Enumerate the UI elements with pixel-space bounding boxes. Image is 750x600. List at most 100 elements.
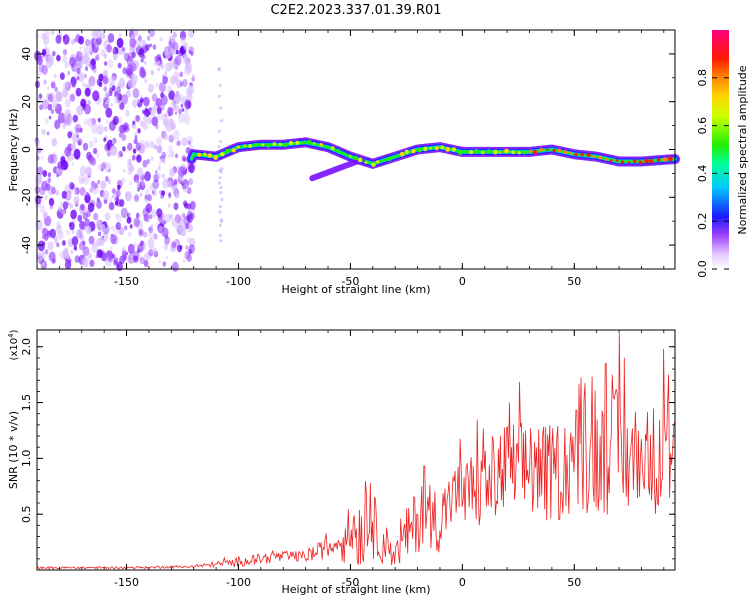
x-tick-label: -50 [341, 576, 359, 589]
signal-bead [440, 145, 445, 150]
noise-blob [175, 141, 179, 147]
noise-blob [45, 183, 51, 191]
noise-blob [152, 247, 158, 255]
noise-blob [79, 204, 86, 215]
noise-blob [104, 91, 110, 99]
signal-bead [243, 144, 247, 147]
noise-blob [93, 212, 99, 221]
signal-bead [504, 148, 509, 154]
signal-bead [493, 149, 498, 155]
signal-bead [632, 159, 637, 164]
noise-blob [108, 90, 113, 97]
signal-bead [302, 141, 306, 145]
noise-blob [56, 220, 61, 227]
noise-blob [173, 93, 181, 104]
noise-blob [60, 159, 68, 171]
noise-blob [182, 259, 186, 264]
noise-blob [47, 241, 54, 251]
noise-blob [155, 97, 162, 108]
noise-blob [147, 194, 153, 202]
noise-region [34, 27, 224, 272]
noise-blob [118, 101, 125, 111]
noise-blob [131, 74, 138, 84]
noise-blob [189, 50, 192, 54]
signal-bead [336, 149, 341, 154]
noise-blob [219, 140, 223, 144]
noise-blob [55, 91, 63, 102]
noise-blob [132, 250, 140, 261]
noise-blob [52, 258, 56, 264]
noise-blob [46, 92, 52, 100]
noise-blob [88, 235, 95, 245]
noise-blob [136, 154, 142, 163]
signal-bead [197, 152, 202, 157]
noise-blob [219, 239, 223, 243]
noise-blob [69, 93, 76, 102]
noise-blob [156, 136, 163, 146]
noise-blob [154, 55, 159, 62]
noise-blob [88, 155, 95, 165]
noise-blob [64, 114, 69, 121]
noise-blob [52, 100, 58, 109]
noise-blob [163, 118, 169, 127]
noise-blob [217, 181, 222, 185]
signal-bead [278, 142, 283, 147]
signal-bead [203, 152, 207, 157]
noise-blob [55, 34, 62, 45]
noise-blob [149, 28, 155, 37]
spectrogram-y-label: Frequency (Hz) [7, 109, 20, 192]
noise-blob [136, 167, 144, 178]
noise-blob [139, 97, 144, 103]
noise-blob [138, 143, 146, 154]
signal-bead [517, 151, 521, 155]
noise-blob [130, 34, 134, 40]
noise-blob [56, 54, 61, 62]
noise-blob [127, 211, 132, 218]
noise-blob [111, 85, 116, 92]
noise-blob [218, 210, 222, 214]
noise-blob [147, 238, 155, 249]
noise-blob [140, 120, 145, 127]
noise-blob [220, 119, 224, 123]
x-tick-label: 0 [459, 275, 466, 288]
noise-blob [120, 207, 128, 219]
noise-blob [172, 49, 177, 56]
noise-blob [102, 190, 110, 201]
signal-bead [272, 142, 277, 146]
noise-blob [139, 181, 146, 191]
noise-blob [35, 194, 42, 205]
noise-blob [77, 214, 83, 223]
noise-blob [79, 220, 86, 230]
noise-blob [93, 147, 98, 155]
noise-blob [220, 197, 224, 202]
noise-blob [179, 245, 183, 250]
signal-bead [474, 149, 479, 154]
signal-bead [376, 160, 380, 164]
signal-bead [295, 140, 300, 145]
noise-blob [188, 29, 195, 38]
noise-blob [175, 224, 180, 232]
noise-blob [94, 183, 99, 189]
noise-blob [134, 194, 139, 202]
signal-bead [306, 140, 312, 145]
noise-blob [44, 215, 52, 227]
noise-blob [48, 197, 55, 207]
signal-bead [411, 149, 416, 154]
noise-blob [82, 142, 89, 151]
noise-blob [84, 104, 91, 115]
noise-blob [67, 119, 73, 127]
noise-blob [162, 178, 170, 189]
noise-blob [62, 34, 70, 45]
noise-blob [127, 243, 135, 255]
noise-blob [186, 135, 194, 146]
signal-bead [382, 158, 386, 161]
snr-x-label: Height of straight line (km) [281, 583, 430, 596]
noise-blob [64, 146, 72, 157]
noise-blob [188, 244, 195, 254]
noise-blob [85, 253, 91, 262]
noise-blob [97, 117, 101, 123]
noise-blob [122, 146, 126, 152]
signal-bead [662, 157, 668, 163]
x-tick-label: -150 [114, 275, 139, 288]
